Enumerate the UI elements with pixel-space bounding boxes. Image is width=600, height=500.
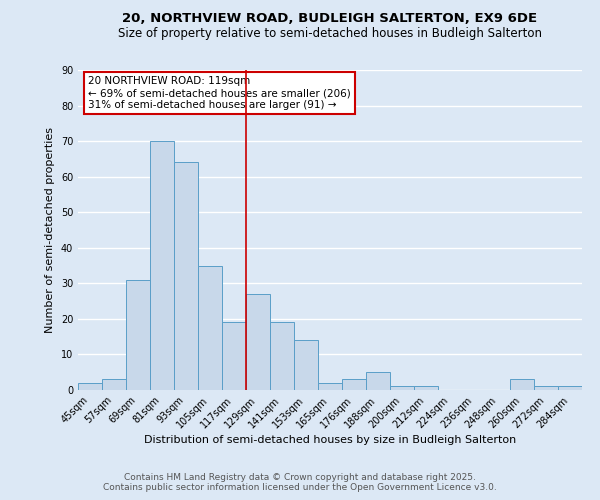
- Bar: [558, 386, 582, 390]
- Bar: [318, 383, 342, 390]
- Bar: [126, 280, 150, 390]
- Bar: [390, 386, 414, 390]
- Bar: [414, 386, 438, 390]
- Bar: [78, 383, 102, 390]
- Bar: [150, 141, 174, 390]
- Bar: [222, 322, 246, 390]
- X-axis label: Distribution of semi-detached houses by size in Budleigh Salterton: Distribution of semi-detached houses by …: [144, 436, 516, 446]
- Bar: [198, 266, 222, 390]
- Bar: [174, 162, 198, 390]
- Text: 20, NORTHVIEW ROAD, BUDLEIGH SALTERTON, EX9 6DE: 20, NORTHVIEW ROAD, BUDLEIGH SALTERTON, …: [122, 12, 538, 26]
- Text: Size of property relative to semi-detached houses in Budleigh Salterton: Size of property relative to semi-detach…: [118, 28, 542, 40]
- Bar: [246, 294, 270, 390]
- Y-axis label: Number of semi-detached properties: Number of semi-detached properties: [45, 127, 55, 333]
- Bar: [102, 380, 126, 390]
- Bar: [270, 322, 294, 390]
- Bar: [294, 340, 318, 390]
- Text: 20 NORTHVIEW ROAD: 119sqm
← 69% of semi-detached houses are smaller (206)
31% of: 20 NORTHVIEW ROAD: 119sqm ← 69% of semi-…: [88, 76, 351, 110]
- Text: Contains HM Land Registry data © Crown copyright and database right 2025.
Contai: Contains HM Land Registry data © Crown c…: [103, 473, 497, 492]
- Bar: [534, 386, 558, 390]
- Bar: [510, 380, 534, 390]
- Bar: [342, 380, 366, 390]
- Bar: [366, 372, 390, 390]
